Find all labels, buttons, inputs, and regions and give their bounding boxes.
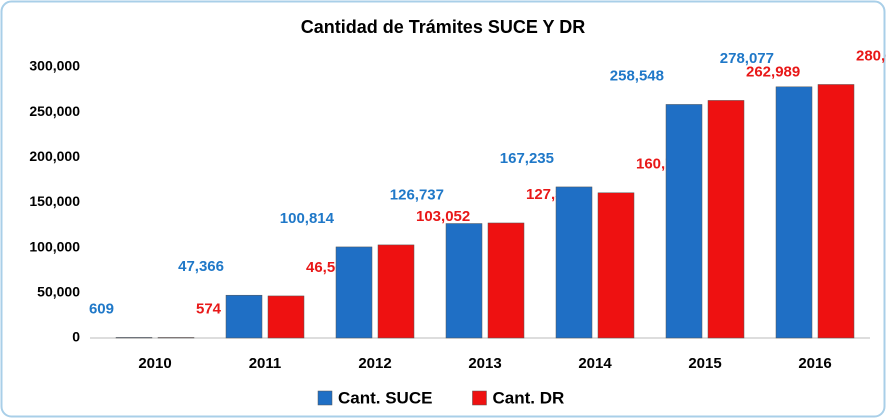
- bar: [335, 246, 373, 339]
- value-label: 103,052: [416, 208, 470, 225]
- x-tick-label: 2010: [138, 355, 171, 372]
- x-tick-label: 2014: [578, 355, 612, 372]
- bar: [377, 244, 415, 339]
- bar: [445, 223, 483, 339]
- y-tick-label: 250,000: [29, 103, 80, 119]
- legend-label: Cant. DR: [492, 388, 564, 407]
- y-tick-label: 50,000: [37, 284, 80, 300]
- value-label: 47,366: [178, 258, 224, 275]
- bar: [665, 104, 703, 339]
- y-tick-label: 300,000: [29, 58, 80, 74]
- legend-label: Cant. SUCE: [338, 388, 432, 407]
- value-label: 262,989: [746, 63, 800, 80]
- y-tick-label: 200,000: [29, 148, 80, 164]
- x-tick-label: 2012: [358, 355, 391, 372]
- bar: [597, 192, 635, 339]
- bar: [775, 86, 813, 339]
- bar: [267, 295, 305, 339]
- y-tick-label: 0: [72, 329, 80, 345]
- bar: [487, 222, 525, 339]
- y-tick-label: 150,000: [29, 193, 80, 209]
- value-label: 280,654: [856, 47, 886, 64]
- legend-swatch: [317, 390, 333, 406]
- x-tick-label: 2013: [468, 355, 501, 372]
- x-tick-label: 2011: [249, 355, 282, 372]
- bar: [707, 100, 745, 339]
- value-label: 574: [196, 300, 222, 317]
- x-tick-label: 2016: [798, 355, 831, 372]
- value-label: 100,814: [280, 210, 335, 227]
- value-label: 278,077: [720, 50, 774, 67]
- value-label: 609: [89, 300, 114, 317]
- value-label: 167,235: [500, 150, 554, 167]
- value-label: 258,548: [610, 67, 664, 84]
- bar: [225, 294, 263, 339]
- bar: [115, 337, 153, 339]
- value-label: 126,737: [390, 186, 444, 203]
- x-tick-label: 2015: [688, 355, 721, 372]
- bar: [555, 186, 593, 339]
- chart-title: Cantidad de Trámites SUCE Y DR: [301, 17, 585, 37]
- y-tick-label: 100,000: [29, 238, 80, 254]
- bar: [157, 337, 195, 339]
- legend-swatch: [472, 390, 487, 406]
- bar: [817, 84, 855, 339]
